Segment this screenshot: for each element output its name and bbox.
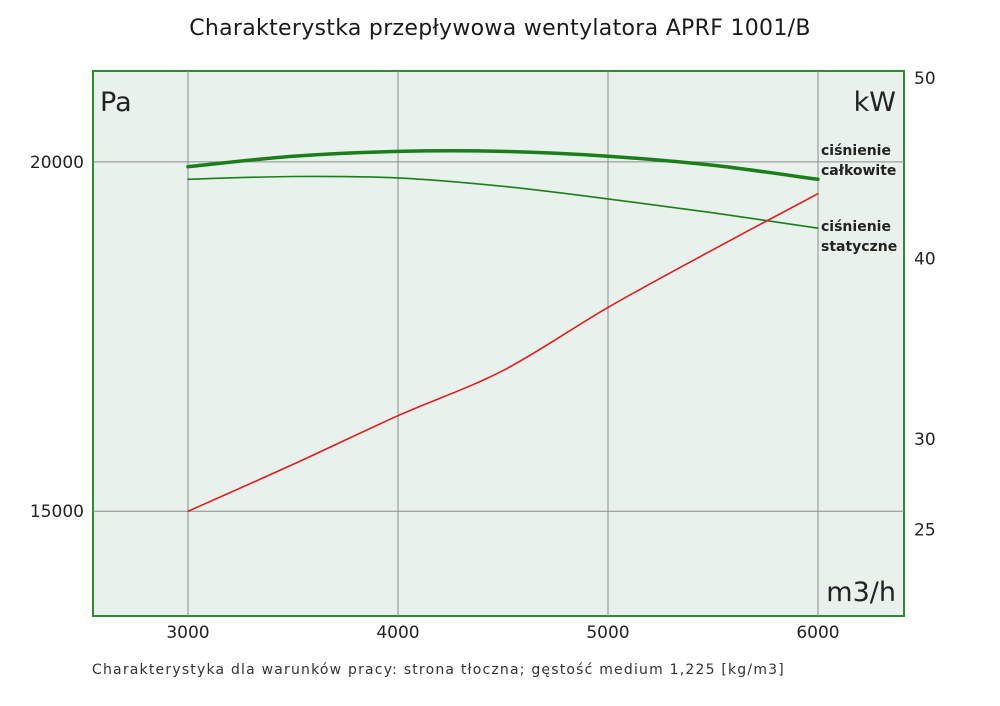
curve-labels: ciśnienie całkowite ciśnienie statyczne xyxy=(821,143,897,255)
x-tick-label-4000: 4000 xyxy=(376,623,419,643)
chart-title: Charakterystka przepływowa wentylatora A… xyxy=(189,16,811,41)
static-pressure-label-line1: ciśnienie xyxy=(821,219,891,235)
total-pressure-label-line2: całkowite xyxy=(821,163,896,179)
y-tick-label-right-40: 40 xyxy=(914,250,936,270)
grid-lines xyxy=(93,71,904,616)
power-curve xyxy=(187,192,819,513)
x-axis-unit: m3/h xyxy=(826,577,896,608)
x-tick-label-6000: 6000 xyxy=(796,623,839,643)
x-tick-label-5000: 5000 xyxy=(586,623,629,643)
y-tick-label-right-25: 25 xyxy=(914,520,936,540)
y-tick-label-right-50: 50 xyxy=(914,69,936,89)
y-axis-unit-right: kW xyxy=(854,87,896,118)
series-layer xyxy=(186,148,820,513)
chart-footnote: Charakterystyka dla warunków pracy: stro… xyxy=(92,662,785,678)
static-pressure-curve xyxy=(187,175,819,229)
total-pressure-curve xyxy=(186,148,820,182)
x-tick-label-3000: 3000 xyxy=(166,623,209,643)
total-pressure-label-line1: ciśnienie xyxy=(821,143,891,159)
y-tick-label-right-30: 30 xyxy=(914,430,936,450)
y-axis-unit-left: Pa xyxy=(100,87,132,118)
y-tick-label-left-15000: 15000 xyxy=(30,502,84,522)
static-pressure-label-line2: statyczne xyxy=(821,239,897,255)
axis-labels: Pa kW m3/h 3000 4000 5000 6000 20000 15000 50 4… xyxy=(30,69,936,643)
y-tick-label-left-20000: 20000 xyxy=(30,153,84,173)
